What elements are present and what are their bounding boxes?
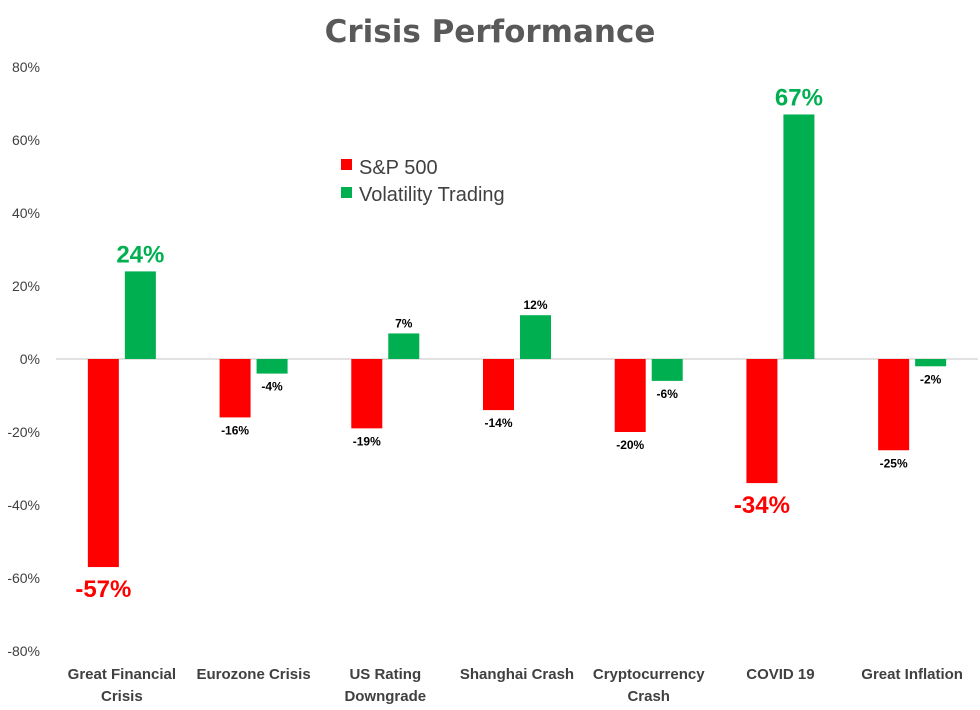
y-tick-label: 0% — [20, 351, 40, 367]
y-axis: 80% 60% 40% 20% 0% -20% -40% -60% -80% — [7, 59, 40, 659]
data-label-volatility-1: 24% — [116, 241, 164, 268]
bar-sp500-6 — [746, 359, 778, 484]
x-tick-label: COVID 19 — [746, 666, 814, 683]
bar-volatility-1 — [124, 271, 156, 359]
legend-label-sp500: S&P 500 — [359, 157, 438, 179]
data-label-sp500-6: -34% — [734, 492, 790, 519]
bar-sp500-3 — [351, 359, 383, 429]
y-tick-label: -40% — [7, 497, 40, 513]
bar-volatility-3 — [388, 333, 420, 359]
legend-swatch-volatility — [341, 187, 352, 198]
data-labels-group: -57% 24% -16% -4% -19% 7% -14% 12% -20% -6% -34% 67… — [75, 84, 941, 603]
y-tick-label: 60% — [12, 132, 40, 148]
data-label-volatility-3: 7% — [395, 316, 413, 330]
data-label-sp500-7: -25% — [880, 456, 908, 470]
legend-swatch-sp500 — [341, 159, 352, 170]
bars-group — [87, 114, 947, 568]
x-tick-label: Shanghai Crash — [460, 666, 574, 683]
bar-sp500-1 — [87, 359, 119, 568]
x-axis: Great Financial Crisis Eurozone Crisis US R… — [68, 666, 963, 705]
bar-volatility-2 — [256, 359, 288, 374]
legend-label-volatility: Volatility Trading — [359, 184, 505, 206]
y-tick-label: -80% — [7, 643, 40, 659]
data-label-volatility-5: -6% — [657, 387, 679, 401]
bar-volatility-5 — [651, 359, 683, 381]
data-label-volatility-7: -2% — [920, 372, 942, 386]
y-tick-label: 80% — [12, 59, 40, 75]
x-tick-label: Great Financial Crisis — [68, 666, 176, 705]
x-tick-label: Eurozone Crisis — [196, 666, 310, 683]
data-label-volatility-2: -4% — [261, 380, 283, 394]
bar-sp500-5 — [614, 359, 646, 432]
bar-sp500-2 — [219, 359, 251, 418]
data-label-sp500-2: -16% — [221, 423, 249, 437]
x-tick-label: US Rating Downgrade — [344, 666, 426, 705]
data-label-sp500-1: -57% — [75, 576, 131, 603]
bar-volatility-4 — [520, 315, 551, 359]
data-label-sp500-5: -20% — [616, 438, 644, 452]
data-label-volatility-6: 67% — [775, 84, 823, 111]
data-label-sp500-4: -14% — [484, 416, 512, 430]
bar-sp500-4 — [483, 359, 514, 411]
y-tick-label: -60% — [7, 570, 40, 586]
x-tick-label: Great Inflation — [861, 666, 963, 683]
y-tick-label: 40% — [12, 205, 40, 221]
y-tick-label: -20% — [7, 424, 40, 440]
y-tick-label: 20% — [12, 278, 40, 294]
data-label-volatility-4: 12% — [523, 298, 547, 312]
data-label-sp500-3: -19% — [353, 434, 381, 448]
chart-title: Crisis Performance — [325, 14, 656, 50]
bar-volatility-6 — [783, 114, 815, 359]
bar-sp500-7 — [878, 359, 910, 451]
x-tick-label: Cryptocurrency Crash — [593, 666, 705, 705]
bar-volatility-7 — [915, 359, 947, 367]
legend: S&P 500 Volatility Trading — [341, 157, 505, 206]
